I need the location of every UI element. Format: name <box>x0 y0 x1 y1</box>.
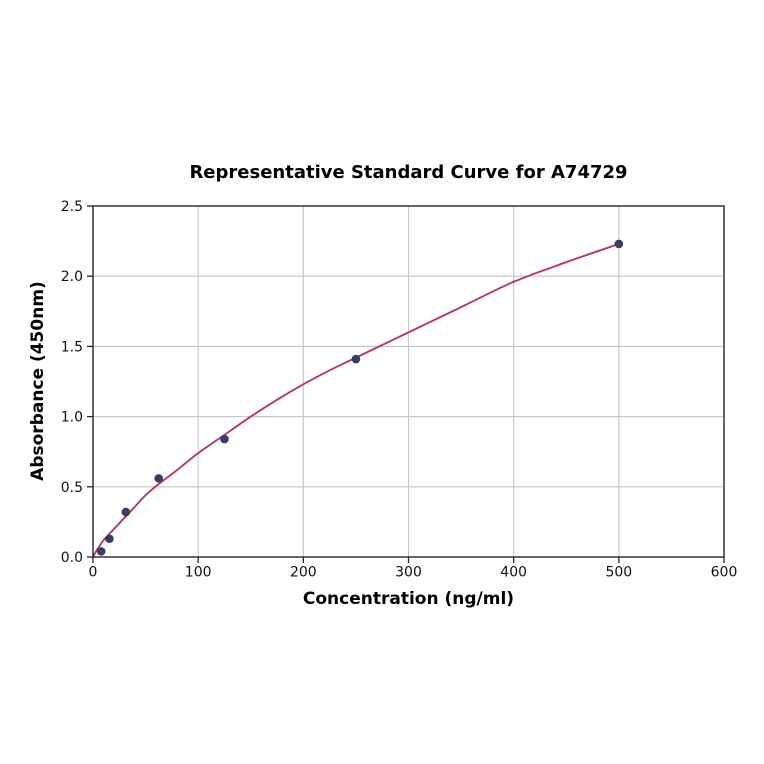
x-tick-label: 600 <box>711 565 738 581</box>
y-axis-title: Absorbance (450nm) <box>28 281 48 481</box>
data-point-marker <box>220 434 229 444</box>
data-point-marker <box>105 534 114 544</box>
x-tick-label: 400 <box>500 565 527 581</box>
x-axis-title: Concentration (ng/ml) <box>302 589 515 609</box>
x-tick-label: 200 <box>290 565 317 581</box>
x-tick-label: 0 <box>89 565 98 581</box>
fit-curve <box>92 243 620 558</box>
x-tick-label: 300 <box>395 565 422 581</box>
y-tick-label: 2.5 <box>61 199 83 215</box>
x-tick-label: 500 <box>605 565 632 581</box>
data-point-marker <box>614 239 624 249</box>
data-point-marker <box>96 547 106 556</box>
chart-title: Representative Standard Curve for A74729 <box>189 162 628 183</box>
x-tick-label: 100 <box>185 565 212 581</box>
data-point-marker <box>154 474 164 483</box>
y-tick-label: 0.5 <box>61 480 83 496</box>
y-tick-label: 1.0 <box>61 410 83 426</box>
data-point-marker <box>351 354 361 364</box>
y-tick-label: 0.0 <box>61 550 83 566</box>
data-point-marker <box>121 507 131 517</box>
y-tick-label: 2.0 <box>61 269 83 285</box>
y-tick-label: 1.5 <box>61 339 83 355</box>
